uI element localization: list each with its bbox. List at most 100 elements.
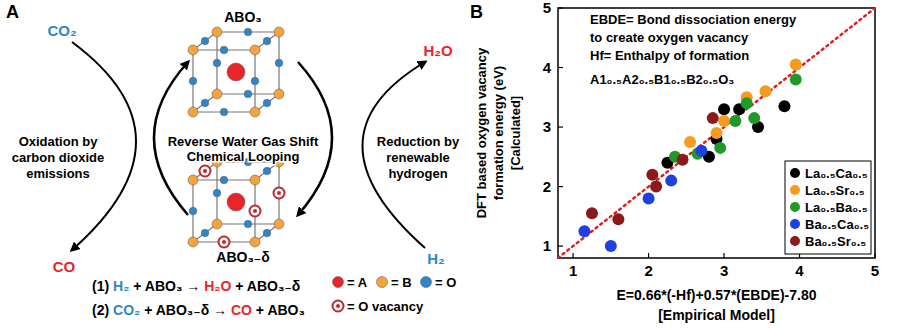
atom — [263, 37, 271, 45]
legend: La₀.₅Ca₀.₅La₀.₅Sr₀.₅La₀.₅Ba₀.₅Ba₀.₅Ca₀.₅… — [785, 161, 871, 254]
parity-line — [558, 8, 875, 258]
atom — [244, 90, 252, 98]
legend-label: = O — [435, 275, 456, 290]
gas-label: CO₂ — [47, 22, 76, 39]
legend-label: Ba₀.₅Sr₀.₅ — [805, 234, 866, 249]
legend-marker — [790, 185, 800, 195]
panel-b: B1234512345E=0.66*(-Hf)+0.57*(EBDE)-7.80… — [470, 0, 879, 323]
atom — [263, 99, 271, 107]
legend-marker — [790, 219, 800, 229]
annotation: Hf= Enthalpy of formation — [590, 48, 749, 63]
legend-label: = O vacancy — [347, 299, 424, 314]
x-tick-label: 4 — [795, 262, 804, 279]
y-axis-label: formation energy (eV) — [491, 66, 506, 200]
point — [714, 142, 726, 154]
legend-marker — [790, 236, 800, 246]
atom — [251, 77, 259, 85]
equation-token: + — [129, 278, 141, 294]
panel-a: AABO₃ABO₃₋δReverse Water Gas ShiftChemic… — [6, 2, 460, 318]
legend-label: La₀.₅Sr₀.₅ — [805, 183, 865, 198]
atom — [250, 175, 260, 185]
process-label: carbon dioxide — [12, 150, 104, 165]
y-tick-label: 4 — [543, 59, 552, 76]
atom — [220, 46, 228, 54]
atom — [274, 219, 284, 229]
y-tick — [558, 67, 563, 68]
atom — [220, 108, 228, 116]
atom — [275, 59, 283, 67]
y-axis-label: [Calculated] — [508, 96, 523, 170]
atom — [212, 27, 222, 37]
equation-token: H₂O — [200, 278, 231, 294]
atom — [263, 167, 271, 175]
point — [643, 192, 655, 204]
x-axis-label: [Empirical Model] — [658, 307, 775, 323]
vacancy — [274, 188, 285, 199]
x-tick-label: 3 — [720, 262, 728, 279]
figure: AABO₃ABO₃₋δReverse Water Gas ShiftChemic… — [0, 0, 899, 328]
y-tick — [558, 245, 563, 246]
equation-token: CO — [227, 302, 252, 318]
equation-token: ABO₃₋δ — [152, 302, 209, 318]
vacancy — [250, 206, 261, 217]
atom — [274, 27, 284, 37]
atom — [250, 237, 260, 247]
state-label: ABO₃ — [224, 9, 262, 25]
equation-token: ABO₃ — [141, 278, 182, 294]
point — [790, 59, 802, 71]
y-tick — [558, 7, 563, 8]
equation-token: CO₂ — [109, 302, 140, 318]
point — [578, 225, 590, 237]
equation-token: + — [140, 302, 152, 318]
atom — [263, 229, 271, 237]
annotation: A1₀.₅A2₀.₅B1₀.₅B2₀.₅O₃ — [590, 72, 734, 87]
point — [741, 97, 753, 109]
equation-token: + — [231, 278, 243, 294]
y-tick-label: 5 — [543, 0, 551, 16]
equation-token: H₂ — [109, 278, 129, 294]
equation-token: → — [182, 278, 200, 294]
legend-label: Ba₀.₅Ca₀.₅ — [805, 217, 869, 232]
atom — [201, 99, 209, 107]
atom — [250, 45, 260, 55]
legend-label: La₀.₅Ca₀.₅ — [805, 166, 868, 181]
cycle-arrow — [154, 62, 188, 215]
point — [650, 181, 662, 193]
atom — [220, 176, 228, 184]
x-axis-label: E=0.66*(-Hf)+0.57*(EBDE)-7.80 — [617, 287, 817, 303]
legend-label: = B — [391, 275, 412, 290]
equation: (1) H₂ + ABO₃ → H₂O + ABO₃₋δ — [92, 278, 300, 294]
process-label: Oxidation by — [19, 134, 99, 149]
equation-token: ABO₃₋δ — [244, 278, 301, 294]
point — [695, 145, 707, 157]
atom — [227, 193, 245, 211]
atom — [188, 107, 198, 117]
atom — [188, 45, 198, 55]
point — [718, 115, 730, 127]
atom — [250, 107, 260, 117]
vacancy-core — [222, 240, 226, 244]
x-tick — [648, 253, 649, 258]
y-axis-label: DFT based oxygen vacancy — [474, 47, 489, 218]
x-tick — [572, 253, 573, 258]
atom — [188, 175, 198, 185]
x-tick-label: 2 — [644, 262, 652, 279]
point — [748, 112, 760, 124]
point — [778, 100, 790, 112]
atom — [227, 63, 245, 81]
cycle-arrow — [298, 62, 332, 215]
y-tick — [558, 186, 563, 187]
atom — [188, 237, 198, 247]
atom — [201, 229, 209, 237]
atom — [421, 277, 432, 288]
point — [586, 207, 598, 219]
point — [605, 240, 617, 252]
center-label: Reverse Water Gas Shift — [168, 134, 319, 149]
panel-label: A — [6, 2, 19, 22]
annotation: EBDE= Bond dissociation energy — [590, 12, 797, 27]
point — [707, 112, 719, 124]
vacancy — [219, 237, 230, 248]
point — [646, 169, 658, 181]
point — [729, 115, 741, 127]
atom — [274, 89, 284, 99]
